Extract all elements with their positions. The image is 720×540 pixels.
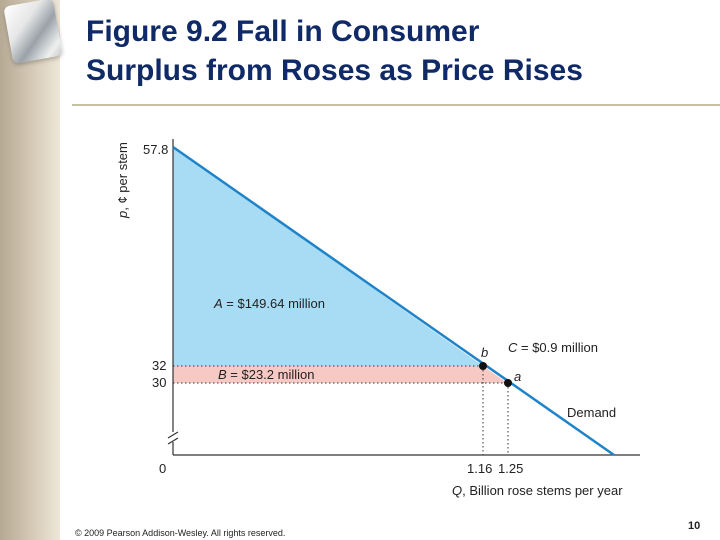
slide-title-line-2: Surplus from Roses as Price Rises [86, 54, 583, 87]
slide-title: Figure 9.2 Fall in Consumer Surplus from… [86, 12, 716, 90]
page-number: 10 [688, 520, 701, 532]
area-A-label-text: = $149.64 million [223, 296, 325, 311]
y-axis-break-2 [167, 437, 179, 445]
area-A-label: A = $149.64 million [213, 296, 325, 311]
x-tick-1-25: 1.25 [498, 461, 523, 476]
area-B-surplus-loss [173, 366, 483, 383]
x-tick-1-16: 1.16 [467, 461, 492, 476]
demand-curve [172, 145, 615, 457]
y-tick-57-8: 57.8 [143, 142, 168, 157]
y-tick-32: 32 [152, 358, 166, 373]
point-a-label: a [514, 369, 521, 384]
slide-decoration-bar [0, 0, 63, 540]
point-a [504, 379, 512, 387]
area-C-label: C = $0.9 million [508, 340, 598, 355]
area-B-label: B = $23.2 million [218, 367, 314, 382]
area-B-label-var: B [218, 367, 227, 382]
x-axis-label-var: Q [452, 483, 462, 498]
area-A-label-var: A [213, 296, 223, 311]
slide-title-line-1: Figure 9.2 Fall in Consumer [86, 15, 480, 48]
x-axis-label: Q, Billion rose stems per year [452, 483, 623, 498]
demand-label: Demand [567, 405, 616, 420]
y-tick-30: 30 [152, 375, 166, 390]
y-axis-label-var: p [115, 211, 130, 219]
point-b [479, 362, 487, 370]
copyright-notice: © 2009 Pearson Addison-Wesley. All right… [75, 528, 286, 538]
y-axis-label: p, ¢ per stem [115, 142, 130, 219]
y-tick-0: 0 [159, 461, 166, 476]
y-axis-break-1 [167, 431, 179, 439]
point-b-label: b [481, 345, 488, 360]
title-underline [72, 104, 720, 106]
x-axis-label-text: , Billion rose stems per year [462, 483, 623, 498]
area-C-surplus-loss [483, 366, 508, 383]
area-C-label-text: = $0.9 million [517, 340, 598, 355]
y-axis-label-text: , ¢ per stem [115, 142, 130, 211]
area-B-label-text: = $23.2 million [227, 367, 315, 382]
area-C-label-var: C [508, 340, 518, 355]
